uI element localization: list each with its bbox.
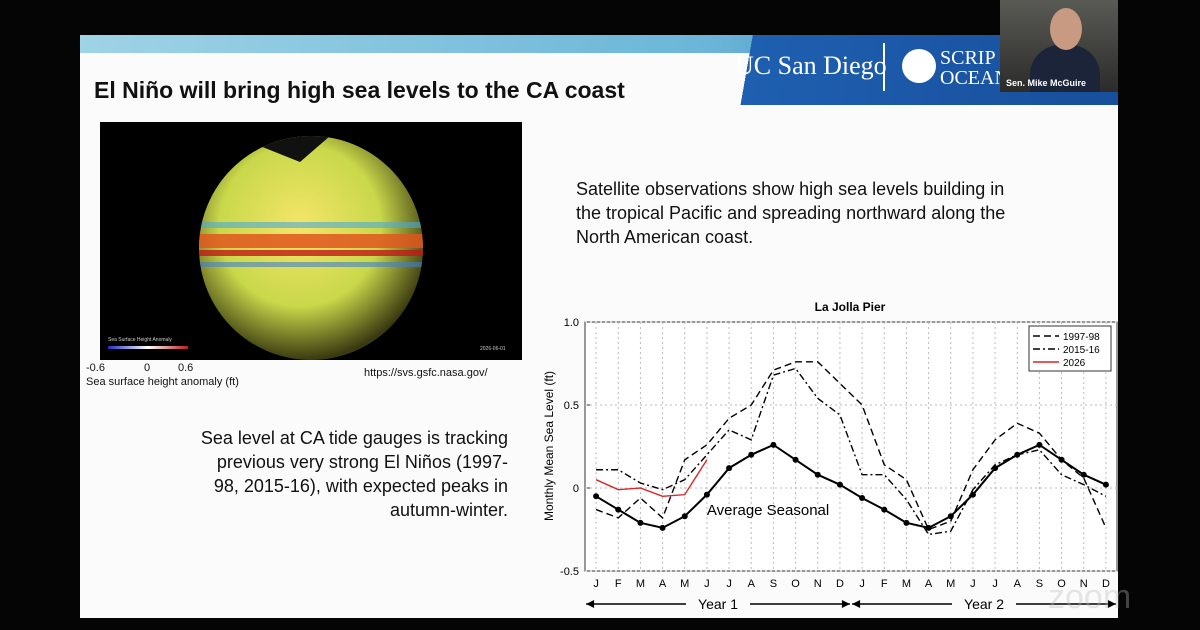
legend-label: 2015-16 (1063, 345, 1100, 356)
text-line: Satellite observations show high sea lev… (576, 179, 1005, 199)
x-tick-label: M (680, 578, 689, 590)
x-tick-label: A (925, 578, 933, 590)
text-line: Sea level at CA tide gauges is tracking (200, 428, 508, 448)
year-label: Year 2 (964, 596, 1004, 612)
participant-name: Sen. Mike McGuire (1006, 78, 1087, 88)
y-tick-label: -0.5 (560, 566, 579, 578)
arrowhead (841, 600, 850, 608)
logo-scripps: SCRIP (940, 47, 996, 69)
x-tick-label: O (1057, 578, 1066, 590)
x-tick-label: J (859, 578, 865, 590)
y-tick-label: 1.0 (564, 317, 579, 329)
series-annotation: Average Seasonal (707, 502, 829, 519)
x-tick-label: D (1102, 578, 1110, 590)
slide-title: El Niño will bring high sea levels to th… (94, 77, 625, 103)
y-axis-label: Monthly Mean Sea Level (ft) (542, 371, 556, 521)
x-tick-label: M (946, 578, 955, 590)
x-tick-label: O (791, 578, 800, 590)
arrowhead (586, 600, 595, 608)
x-tick-label: J (704, 578, 710, 590)
point (681, 513, 688, 520)
point (792, 456, 799, 463)
person-head (1050, 8, 1082, 50)
x-tick-label: F (615, 578, 622, 590)
image-caption: Sea surface height anomaly (ft) (86, 376, 239, 388)
person-body (1030, 45, 1100, 92)
year-label: Year 1 (698, 596, 738, 612)
point (726, 465, 733, 472)
point (859, 494, 866, 501)
x-tick-label: J (726, 578, 732, 590)
series-line (595, 361, 1107, 531)
text-right: Satellite observations show high sea lev… (576, 177, 1005, 249)
x-tick-label: F (881, 578, 888, 590)
point (770, 441, 777, 448)
point (814, 471, 821, 478)
x-tick-label: N (814, 578, 822, 590)
point (1080, 471, 1087, 478)
point (836, 481, 843, 488)
x-tick-label: A (748, 578, 756, 590)
text-line: 98, 2015-16), with expected peaks in (213, 476, 508, 496)
logo-ucsd: UC San Diego (735, 51, 887, 80)
x-tick-label: M (636, 578, 645, 590)
text-line: previous very strong El Niños (1997- (216, 452, 508, 472)
x-tick-label: A (1014, 578, 1022, 590)
point (1102, 481, 1109, 488)
image-source: https://svs.gsfc.nasa.gov/ (364, 367, 488, 379)
point (903, 519, 910, 526)
text-line: autumn-winter. (389, 500, 508, 520)
colorbar-tick: -0.6 (86, 362, 105, 374)
point (659, 524, 666, 531)
text-line: the tropical Pacific and spreading north… (576, 203, 1006, 223)
series-line (595, 443, 1107, 529)
colorbar-tick: 0 (144, 362, 151, 374)
series-line (596, 367, 1107, 536)
legend-box (1028, 325, 1112, 372)
arrowhead (1107, 600, 1116, 608)
y-tick-label: 0.5 (564, 400, 579, 412)
point (748, 451, 755, 458)
globe-graphic: Sea Surface Height Anomaly 2026-06-01 (108, 136, 506, 360)
y-tick-label: 0 (573, 483, 579, 495)
text-line: North American coast. (576, 227, 754, 247)
legend-label: 1997-98 (1063, 332, 1100, 343)
x-tick-label: N (1080, 578, 1088, 590)
colorbar (108, 346, 188, 349)
colorbar-title: Sea Surface Height Anomaly (108, 337, 172, 343)
globe-image: Sea Surface Height Anomaly 2026-06-01 (100, 122, 522, 360)
x-tick-label: A (659, 578, 667, 590)
x-tick-label: D (836, 578, 844, 590)
image-date: 2026-06-01 (480, 346, 506, 352)
point (615, 506, 622, 513)
point (703, 491, 710, 498)
logo-banner: UC San Diego SCRIP OCEAN (720, 35, 1118, 105)
chart-title: La Jolla Pier (815, 300, 886, 314)
x-tick-label: S (1036, 578, 1043, 590)
x-tick-label: J (593, 578, 599, 590)
arrowhead (852, 600, 861, 608)
text-left: Sea level at CA tide gauges is tracking p… (140, 426, 508, 522)
divider (883, 43, 885, 91)
x-tick-label: J (992, 578, 998, 590)
participant-video: Sen. Mike McGuire (1000, 0, 1118, 92)
legend-label: 2026 (1063, 358, 1086, 369)
point (969, 491, 976, 498)
x-tick-label: S (770, 578, 777, 590)
x-tick-label: J (970, 578, 976, 590)
x-tick-label: M (902, 578, 911, 590)
series-line (595, 459, 708, 498)
point (593, 493, 600, 500)
point (637, 519, 644, 526)
point (1036, 441, 1043, 448)
logo-scripps: OCEAN (940, 67, 1009, 89)
globe-icon (902, 49, 936, 83)
watermark: zoom (1048, 578, 1132, 616)
colorbar-tick: 0.6 (178, 362, 194, 374)
point (881, 506, 888, 513)
